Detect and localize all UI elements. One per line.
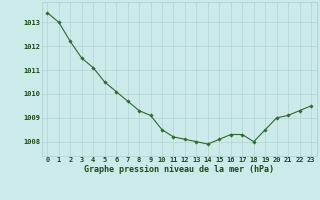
X-axis label: Graphe pression niveau de la mer (hPa): Graphe pression niveau de la mer (hPa) [84,165,274,174]
